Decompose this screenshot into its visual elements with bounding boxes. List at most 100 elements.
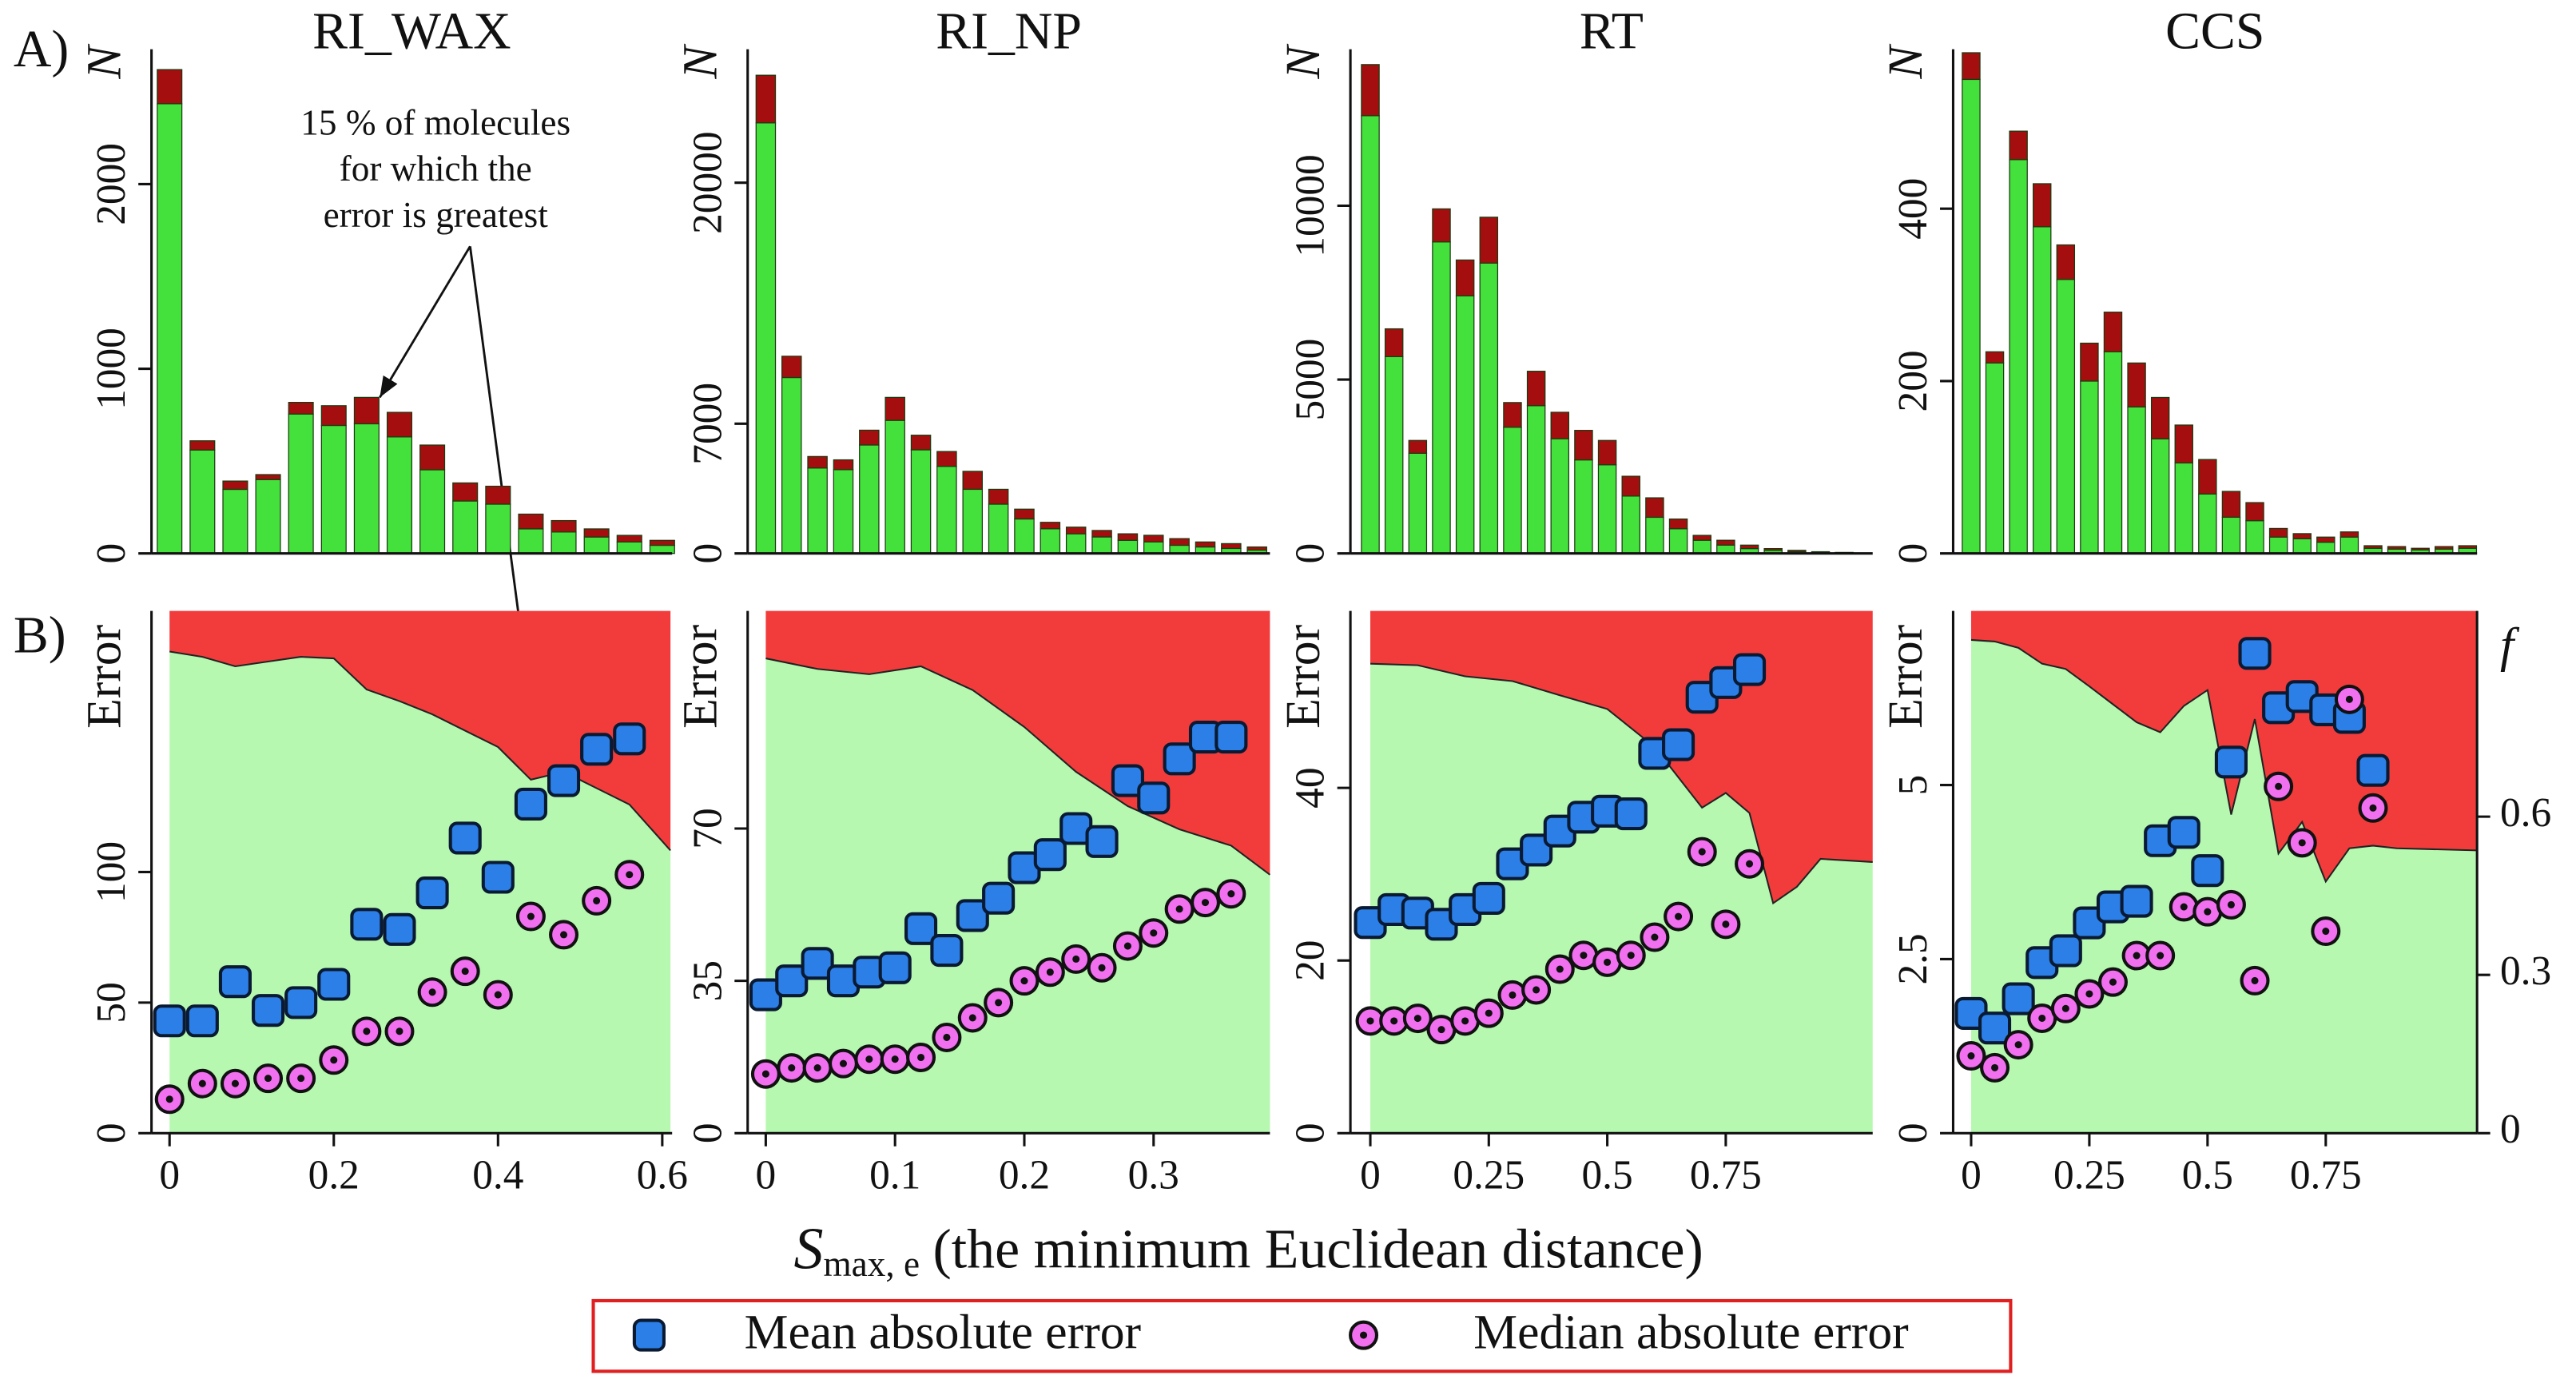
bar-segment <box>1574 430 1593 461</box>
bar-segment <box>859 429 880 446</box>
y-axis-label: N <box>77 44 131 80</box>
bar-segment <box>255 474 281 480</box>
bar-segment <box>518 528 544 554</box>
median-dot <box>593 896 601 904</box>
median-marker <box>2097 967 2128 997</box>
median-dot <box>2204 908 2212 916</box>
bar-segment <box>2103 312 2123 352</box>
median-marker <box>984 988 1014 1018</box>
y-axis-label: N <box>1878 44 1933 80</box>
y-tick-label: 0 <box>1288 1123 1334 1143</box>
bar-segment <box>755 74 777 124</box>
median-dot <box>1046 968 1054 976</box>
y-tick-label: 35 <box>685 960 730 1001</box>
median-marker <box>1687 837 1717 867</box>
median-dot <box>788 1064 796 1072</box>
median-marker <box>1190 888 1220 918</box>
bar-segment <box>1787 550 1807 553</box>
bar-segment <box>1065 533 1087 554</box>
bar-segment <box>419 469 446 554</box>
legend-label: Median absolute error <box>1473 1305 1908 1359</box>
y-tick-label: 2000 <box>89 143 134 225</box>
median-marker <box>1980 1052 2010 1083</box>
panel-label: B) <box>14 606 66 665</box>
bar-segment <box>910 449 932 554</box>
bar-segment <box>2033 183 2052 228</box>
bar-segment <box>1221 542 1242 550</box>
median-dot <box>1967 1052 1975 1060</box>
bar-segment <box>222 488 248 554</box>
median-marker <box>549 920 579 950</box>
bar-segment <box>2363 545 2383 549</box>
bar-segment <box>988 503 1009 554</box>
bar-segment <box>1985 362 2005 554</box>
bar-segment <box>2174 424 2193 464</box>
median-dot <box>2275 782 2283 790</box>
median-marker <box>2240 965 2270 996</box>
bar-segment <box>1143 535 1164 542</box>
median-marker <box>450 956 480 987</box>
bar-segment <box>1246 546 1267 551</box>
bar-segment <box>1645 497 1664 519</box>
median-dot <box>1150 929 1158 937</box>
bar-segment <box>2009 159 2028 554</box>
bar-segment <box>1668 518 1688 530</box>
bar-segment <box>288 402 314 415</box>
mean-marker <box>2238 637 2272 670</box>
y-axis-label: Error <box>1276 625 1330 729</box>
median-marker <box>1164 894 1195 924</box>
median-marker <box>1956 1041 1986 1071</box>
median-marker <box>286 1063 316 1094</box>
chart-title: RT <box>1580 2 1644 60</box>
median-marker <box>253 1063 284 1094</box>
mean-marker <box>1614 797 1648 831</box>
median-dot <box>1175 905 1183 913</box>
bar-segment <box>2458 545 2478 549</box>
median-marker <box>854 1044 885 1075</box>
bar-segment <box>833 459 854 471</box>
median-dot <box>865 1055 873 1063</box>
legend-label: Mean absolute error <box>745 1305 1141 1359</box>
bar-segment <box>1040 528 1061 554</box>
bar-segment <box>2245 520 2264 554</box>
median-marker <box>932 1022 962 1052</box>
x-tick-label: 0.1 <box>869 1153 920 1198</box>
y-tick-label: 5 <box>1890 775 1936 796</box>
bar-segment <box>2339 536 2359 554</box>
bar-segment <box>1763 547 1783 551</box>
bar-segment <box>1597 464 1617 554</box>
bar-segment <box>910 435 932 451</box>
y2-tick-label: 0 <box>2500 1107 2521 1152</box>
bar-segment <box>485 503 511 554</box>
median-dot <box>2061 1004 2069 1012</box>
median-marker <box>2216 889 2246 920</box>
bar-segment <box>2387 546 2407 550</box>
mean-marker <box>218 965 252 999</box>
bar-segment <box>1169 538 1190 546</box>
bar-segment <box>320 405 347 427</box>
median-marker <box>1473 998 1504 1028</box>
median-marker <box>2264 771 2294 801</box>
median-marker <box>1009 966 1040 996</box>
mean-marker <box>613 722 646 756</box>
median-dot <box>1722 920 1730 928</box>
bar-segment <box>936 466 957 554</box>
bar-segment <box>2198 493 2217 554</box>
bar-segment <box>1143 541 1164 554</box>
y-tick-label: 70 <box>685 808 730 849</box>
y2-axis-label: f <box>2500 618 2520 673</box>
bar-segment <box>1739 544 1759 550</box>
y-axis-label: Error <box>673 625 727 729</box>
mean-marker <box>1111 764 1144 797</box>
median-marker <box>384 1016 415 1047</box>
bar-segment <box>2198 459 2217 495</box>
y-tick-label: 7000 <box>685 383 730 465</box>
median-dot <box>2157 952 2165 960</box>
bar-segment <box>1117 539 1139 554</box>
annotation: for which the <box>340 149 532 189</box>
median-dot <box>1020 977 1028 985</box>
annotation: 15 % of molecules <box>300 103 570 143</box>
median-dot <box>1651 933 1659 941</box>
area-boundary <box>1970 638 2478 884</box>
mean-marker <box>2356 753 2390 787</box>
